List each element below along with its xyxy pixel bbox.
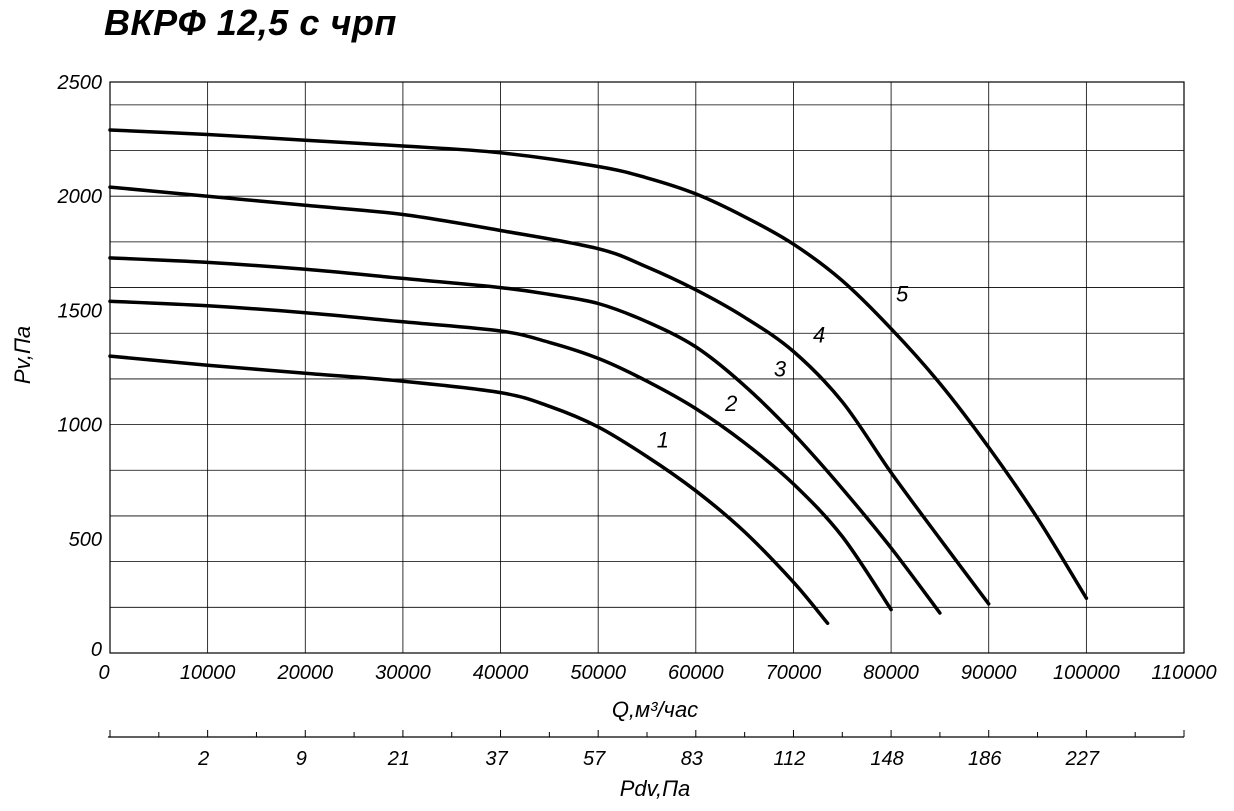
pdv-axis-label: Pdv,Па: [620, 776, 691, 801]
chart-title: ВКРФ 12,5 с чрп: [104, 2, 397, 43]
curve-4: [108, 185, 991, 606]
x-tick-label: 80000: [863, 662, 919, 684]
grid: [110, 82, 1184, 653]
curve-3: [108, 256, 942, 615]
y-tick-label: 2500: [57, 72, 103, 94]
y-tick-label: 1500: [58, 300, 103, 322]
x-tick-label: 60000: [668, 662, 724, 684]
pdv-tick-label: 112: [774, 748, 806, 770]
pdv-tick-label: 21: [387, 748, 410, 770]
pdv-tick-label: 57: [583, 748, 606, 770]
x-tick-label: 30000: [375, 662, 431, 684]
pdv-axis-ticks: 2 9 21 37 57 83 112 148 186 227: [109, 730, 1185, 770]
curve-2: [108, 299, 893, 612]
y-tick-label: 1000: [58, 415, 103, 437]
x-tick-label: 40000: [473, 662, 529, 684]
x-tick-label: 50000: [570, 662, 626, 684]
pdv-tick-label: 83: [681, 748, 703, 770]
curve-label-2: 2: [724, 391, 737, 416]
x-tick-label: 20000: [276, 662, 333, 684]
y-axis-label: Pv,Па: [10, 326, 35, 384]
y-tick-label: 0: [91, 639, 102, 661]
x-tick-label: 90000: [961, 662, 1017, 684]
y-tick-label: 500: [69, 529, 102, 551]
curve-label-3: 3: [774, 357, 787, 382]
curve-label-4: 4: [813, 322, 825, 347]
pdv-tick-label: 186: [968, 748, 1002, 770]
curve-label-1: 1: [657, 427, 669, 452]
x-tick-label: 110000: [1151, 662, 1216, 684]
pdv-tick-label: 227: [1065, 748, 1100, 770]
curve-labels: 1 2 3 4 5: [657, 281, 909, 452]
plot-frame: [109, 81, 1185, 654]
curve-1: [108, 354, 830, 626]
x-tick-label: 100000: [1053, 662, 1120, 684]
pdv-tick-label: 148: [870, 748, 903, 770]
pdv-tick-label: 37: [485, 748, 508, 770]
x-axis-label: Q,м³/час: [612, 697, 698, 722]
curve-label-5: 5: [896, 281, 909, 306]
curves: [108, 128, 1089, 626]
y-tick-labels: 0 500 1000 1500 2000 2500: [57, 72, 103, 661]
curve-5: [108, 128, 1089, 600]
y-tick-label: 2000: [57, 186, 103, 208]
pdv-tick-label: 2: [197, 748, 209, 770]
x-tick-label: 0: [98, 662, 109, 684]
pdv-tick-label: 9: [296, 748, 307, 770]
x-tick-label: 10000: [180, 662, 236, 684]
x-tick-labels: 0 10000 20000 30000 40000 50000 60000 70000 8000…: [98, 662, 1216, 684]
x-tick-label: 70000: [766, 662, 822, 684]
